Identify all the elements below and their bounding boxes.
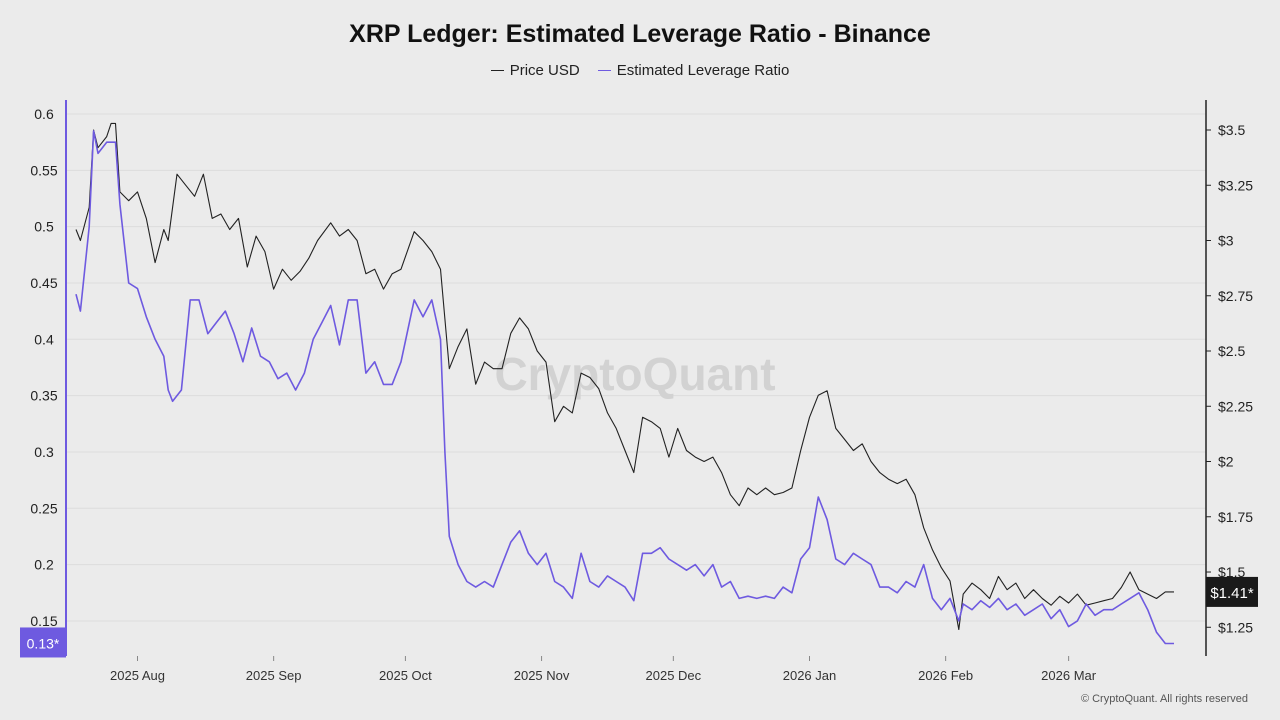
x-tick-label-5: 2026 Jan [783,668,837,683]
legend-swatch-price [490,70,504,71]
right-tick-label-8: $1.5 [1218,564,1245,580]
left-tick-label-4: 0.4 [34,331,54,347]
right-tick-label-9: $1.25 [1218,619,1253,635]
watermark-logo: CryptoQuant [494,348,775,400]
left-tick-label-9: 0.15 [30,613,57,629]
x-tick-label-0: 2025 Aug [110,668,165,683]
right-tick-label-1: $3.25 [1218,177,1253,193]
price-last-value-badge [1206,576,1258,607]
axis-labels: 0.6 0.55 0.5 0.45 0.4 0.35 0.3 0.25 0.2 0.15 $3.5 $… [20,106,1258,683]
legend-label-price: Price USD [509,62,580,79]
chart-title: XRP Ledger: Estimated Leverage Ratio - B… [349,20,931,48]
legend-label-leverage: Estimated Leverage Ratio [616,62,790,79]
left-tick-label-3: 0.45 [30,275,57,291]
series-lines [75,122,1174,645]
left-tick-label-5: 0.35 [30,388,57,404]
right-tick-label-2: $3 [1218,233,1234,249]
series-line-price [75,122,1174,631]
right-tick-label-0: $3.5 [1218,122,1245,138]
right-tick-label-4: $2.5 [1218,343,1245,359]
copyright-text: © CryptoQuant. All rights reserved [1081,693,1248,705]
leverage-last-value-label: 0.13* [27,635,60,651]
left-tick-label-7: 0.25 [30,500,57,516]
x-tick-label-7: 2026 Mar [1041,668,1097,683]
right-tick-label-7: $1.75 [1218,509,1253,525]
axes [65,100,1211,661]
left-tick-label-0: 0.6 [34,106,54,122]
x-tick-label-2: 2025 Oct [379,668,432,683]
legend-item-price[interactable]: Price USD [490,62,580,79]
x-tick-label-6: 2026 Feb [918,668,973,683]
left-tick-label-6: 0.3 [34,444,54,460]
legend-swatch-leverage [597,70,611,71]
x-tick-label-3: 2025 Nov [514,668,570,683]
right-tick-label-5: $2.25 [1218,398,1253,414]
right-tick-label-3: $2.75 [1218,288,1253,304]
left-tick-label-8: 0.2 [34,557,54,573]
x-tick-label-4: 2025 Dec [646,668,702,683]
legend-item-leverage[interactable]: Estimated Leverage Ratio [597,62,790,79]
x-tick-label-1: 2025 Sep [246,668,302,683]
leverage-last-value-badge [20,627,66,658]
price-last-value-label: $1.41* [1210,585,1254,602]
left-tick-label-1: 0.55 [30,162,57,178]
left-tick-label-2: 0.5 [34,219,54,235]
series-line-leverage [75,130,1174,645]
legend: Price USD Estimated Leverage Ratio [0,62,1280,79]
right-tick-label-6: $2 [1218,454,1234,470]
